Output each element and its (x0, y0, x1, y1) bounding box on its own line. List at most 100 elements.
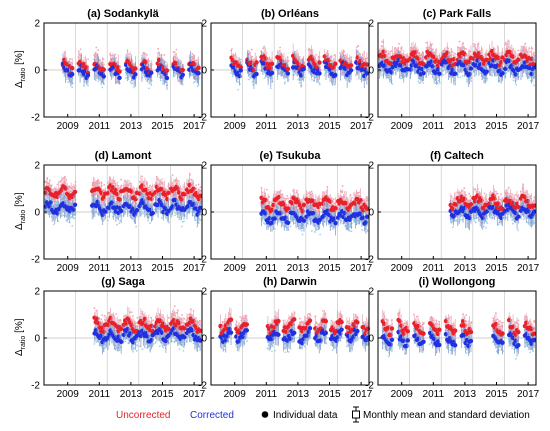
uncorrected-point (97, 49, 99, 52)
x-tick-label: 2015 (485, 121, 508, 132)
corrected-monthly-mean (69, 72, 75, 77)
uncorrected-point (342, 49, 345, 52)
uncorrected-monthly-mean (333, 61, 338, 66)
corrected-monthly-mean (484, 69, 489, 74)
corrected-monthly-mean (285, 71, 291, 76)
corrected-point (129, 80, 132, 83)
corrected-point (533, 84, 535, 87)
y-tick-label: 0 (201, 66, 207, 77)
corrected-point (97, 80, 100, 83)
corrected-point (381, 73, 384, 76)
corrected-monthly-mean (196, 71, 201, 76)
corrected-monthly-mean (317, 71, 322, 76)
corrected-point (283, 82, 286, 85)
uncorrected-point (457, 46, 459, 49)
corrected-point (418, 82, 421, 84)
corrected-point (150, 84, 153, 86)
corrected-point (298, 81, 301, 84)
corrected-point (284, 81, 286, 83)
y-tick-label: 0 (34, 66, 40, 77)
x-tick-label: 2013 (120, 121, 143, 132)
uncorrected-point (44, 180, 47, 183)
x-tick-label: 2011 (256, 121, 278, 132)
corrected-point (101, 86, 104, 89)
y-tick-label: -2 (31, 113, 40, 124)
uncorrected-point (343, 51, 346, 53)
uncorrected-monthly-mean (196, 65, 201, 71)
corrected-monthly-mean (238, 68, 243, 73)
uncorrected-point (381, 40, 383, 43)
y-axis-label: Δratio [%] (14, 50, 27, 88)
corrected-point (443, 68, 446, 71)
uncorrected-monthly-mean (317, 60, 322, 65)
corrected-point (148, 87, 150, 90)
x-tick-label: 2017 (517, 121, 540, 132)
corrected-point (297, 78, 299, 81)
corrected-point (131, 82, 134, 85)
panel-title: (b) Orléans (261, 8, 319, 20)
y-tick-label: 2 (201, 19, 207, 30)
corrected-monthly-mean (254, 71, 259, 77)
uncorrected-point (163, 54, 166, 56)
y-tick-label: 2 (368, 19, 374, 30)
x-tick-label: 2009 (57, 121, 80, 132)
uncorrected-point (59, 181, 61, 184)
x-tick-label: 2013 (287, 121, 310, 132)
uncorrected-point (145, 54, 148, 56)
uncorrected-point (458, 40, 461, 43)
uncorrected-point (48, 179, 51, 182)
corrected-point (237, 88, 240, 91)
uncorrected-point (158, 54, 161, 57)
uncorrected-point (517, 49, 520, 52)
panel: (c) Park Falls 2 0 -2 2009 2011 2013 2015 2017 (365, 8, 540, 132)
corrected-monthly-mean (333, 72, 338, 78)
uncorrected-point (127, 53, 130, 56)
corrected-monthly-mean (348, 68, 354, 73)
uncorrected-point (87, 58, 90, 61)
uncorrected-point (315, 53, 317, 56)
uncorrected-point (69, 58, 72, 60)
uncorrected-point (400, 47, 402, 50)
uncorrected-point (398, 42, 400, 45)
y-tick-label: 0 (368, 66, 374, 77)
corrected-point (457, 76, 459, 79)
uncorrected-point (425, 41, 428, 44)
uncorrected-monthly-mean (269, 61, 275, 66)
uncorrected-monthly-mean (117, 69, 122, 74)
uncorrected-point (454, 52, 457, 55)
corrected-point (293, 73, 296, 76)
corrected-point (71, 86, 74, 89)
uncorrected-point (250, 48, 253, 51)
corrected-point (442, 73, 445, 76)
panel-title: (a) Sodankylä (87, 8, 159, 20)
corrected-point (318, 82, 321, 84)
uncorrected-point (56, 183, 59, 186)
corrected-point (485, 79, 488, 82)
uncorrected-point (465, 47, 468, 50)
corrected-point (263, 77, 266, 79)
uncorrected-point (249, 54, 252, 57)
corrected-point (248, 78, 250, 81)
corrected-point (52, 223, 55, 226)
corrected-point (276, 78, 279, 80)
panel-title: (c) Park Falls (423, 8, 491, 20)
x-tick-label: 2009 (391, 121, 414, 132)
corrected-monthly-mean (452, 71, 458, 76)
uncorrected-point (357, 45, 360, 48)
uncorrected-point (529, 51, 532, 53)
uncorrected-point (248, 50, 250, 53)
uncorrected-monthly-mean (101, 67, 106, 72)
uncorrected-point (64, 175, 66, 178)
corrected-point (159, 79, 162, 82)
uncorrected-monthly-mean (180, 67, 185, 73)
panel-title: (d) Lamont (95, 150, 152, 162)
corrected-monthly-mean (421, 70, 426, 76)
uncorrected-monthly-mean (69, 65, 75, 71)
corrected-monthly-mean (148, 70, 154, 76)
corrected-monthly-mean (85, 73, 91, 78)
uncorrected-point (249, 51, 251, 54)
